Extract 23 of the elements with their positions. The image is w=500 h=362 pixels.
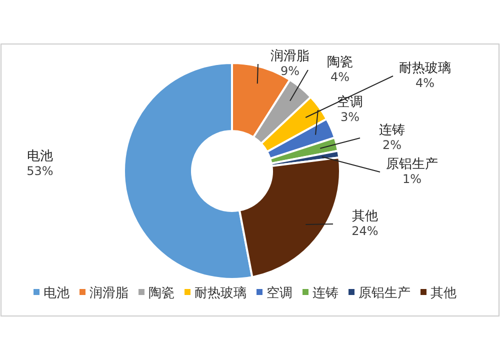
slice-label: 其他: [352, 209, 378, 224]
data-label: 4%: [330, 70, 350, 84]
legend-label: 电池: [44, 286, 70, 301]
slice-label: 耐热玻璃: [399, 61, 451, 76]
legend-label: 其他: [430, 286, 456, 301]
data-label: 1%: [402, 172, 422, 186]
data-label: 4%: [415, 76, 435, 90]
data-label: 3%: [340, 110, 360, 124]
legend-label: 润滑脂: [90, 286, 128, 301]
data-label: 24%: [352, 224, 378, 238]
legend-label: 原铝生产: [358, 286, 410, 301]
slice-label: 电池: [27, 149, 53, 164]
legend-label: 耐热玻璃: [194, 286, 246, 301]
slice-label: 原铝生产: [386, 157, 438, 172]
slice-label: 陶瓷: [327, 55, 353, 70]
slice-label: 连铸: [379, 123, 405, 138]
legend-label: 连铸: [312, 286, 338, 301]
legend-label: 空调: [266, 286, 292, 301]
data-label: 53%: [26, 164, 54, 178]
data-label: 2%: [382, 138, 402, 152]
legend-label: 陶瓷: [148, 286, 174, 301]
slice-label: 润滑脂: [270, 49, 310, 64]
data-label: 9%: [280, 64, 300, 78]
